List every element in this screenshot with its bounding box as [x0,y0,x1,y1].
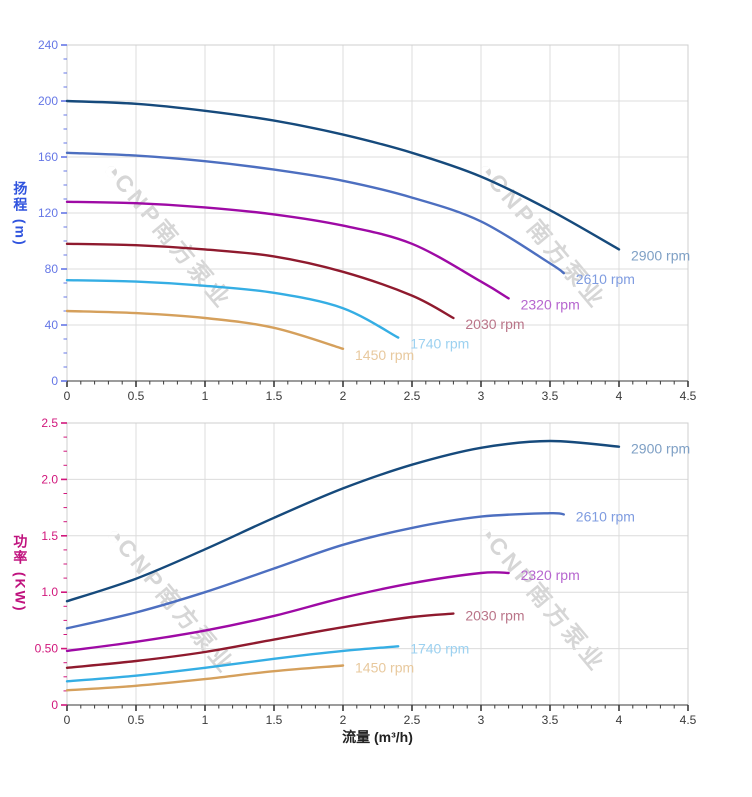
series-curve-1740-rpm [65,645,400,683]
series-curve-2030-rpm [65,242,455,320]
series-curve-2320-rpm [65,200,510,300]
series-curve-1450-rpm [65,664,345,692]
x-tick-label: 3.5 [542,713,559,727]
x-tick-label: 2 [340,713,347,727]
series-label-1740-rpm: 1740 rpm [410,336,469,352]
series-label-2320-rpm: 2320 rpm [521,567,580,583]
y-tick-label: 0.50 [35,642,59,656]
y-tick-label: 240 [38,38,58,52]
series-label-1740-rpm: 1740 rpm [410,640,469,656]
series-label-2030-rpm: 2030 rpm [465,316,524,332]
y-tick-label: 160 [38,150,58,164]
x-tick-label: 2.5 [404,389,421,403]
x-tick-label: 3 [478,713,485,727]
y-tick-label: 2.5 [41,416,58,430]
series-label-2610-rpm: 2610 rpm [576,271,635,287]
x-tick-label: 0.5 [128,389,145,403]
y-tick-label: 200 [38,94,58,108]
series-label-2900-rpm: 2900 rpm [631,441,690,457]
y-tick-label: 2.0 [41,472,58,486]
x-tick-label: 2 [340,389,347,403]
series-curve-1740-rpm [65,279,400,339]
series-curve-2610-rpm [65,151,565,275]
series-label-2030-rpm: 2030 rpm [465,608,524,624]
series-label-2900-rpm: 2900 rpm [631,247,690,263]
x-tick-label: 4 [616,389,623,403]
flow-axis-title: 流量 (m³/h) [342,729,413,745]
x-tick-label: 2.5 [404,713,421,727]
series-label-2320-rpm: 2320 rpm [521,296,580,312]
y-tick-label: 40 [45,318,59,332]
x-tick-label: 0 [64,389,71,403]
head-axis-title: 扬程 (m) [12,181,29,247]
x-tick-label: 1.5 [266,713,283,727]
series-label-2610-rpm: 2610 rpm [576,508,635,524]
x-tick-label: 3 [478,389,485,403]
y-tick-label: 0 [51,374,58,388]
x-tick-label: 4 [616,713,623,727]
y-tick-label: 1.0 [41,585,58,599]
x-tick-label: 0.5 [128,713,145,727]
series-curve-2320-rpm [65,571,510,653]
series-curve-1450-rpm [65,309,345,350]
x-tick-label: 3.5 [542,389,559,403]
x-tick-label: 0 [64,713,71,727]
series-label-1450-rpm: 1450 rpm [355,347,414,363]
y-tick-label: 120 [38,206,58,220]
x-tick-label: 4.5 [680,713,697,727]
power-axis-title: 功率 (KW) [12,534,29,613]
series-curve-2030-rpm [65,612,455,669]
x-tick-label: 1 [202,389,209,403]
x-tick-label: 4.5 [680,389,697,403]
y-tick-label: 0 [51,698,58,712]
y-tick-label: 1.5 [41,529,58,543]
series-curve-2900-rpm [65,439,621,603]
x-tick-label: 1.5 [266,389,283,403]
series-curve-2610-rpm [65,511,565,630]
y-tick-label: 80 [45,262,59,276]
series-curve-2900-rpm [65,99,621,251]
x-tick-label: 1 [202,713,209,727]
series-label-1450-rpm: 1450 rpm [355,660,414,676]
